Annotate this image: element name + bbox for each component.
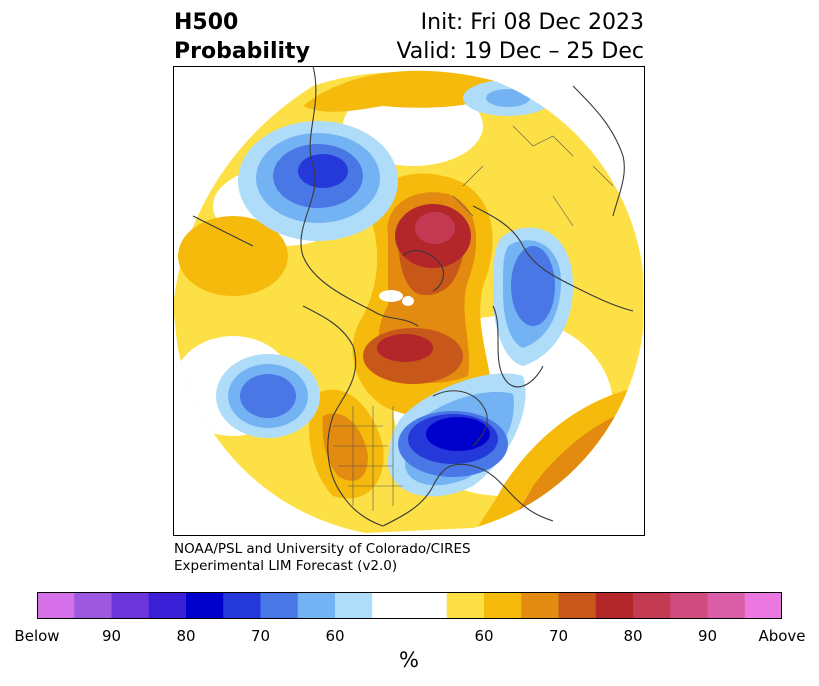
colorbar-segment bbox=[372, 592, 410, 619]
colorbar-segment bbox=[595, 592, 634, 619]
colorbar-segment bbox=[148, 592, 187, 619]
colorbar-tick-label: 80 bbox=[623, 627, 643, 645]
colorbar-segment bbox=[409, 592, 448, 619]
credit: NOAA/PSL and University of Colorado/CIRE… bbox=[174, 541, 471, 575]
border-layer bbox=[333, 125, 614, 511]
colorbar-segment bbox=[223, 592, 261, 619]
colorbar-segment bbox=[670, 592, 708, 619]
colorbar-segment bbox=[744, 592, 782, 619]
title-right: Init: Fri 08 Dec 2023 Valid: 19 Dec – 25… bbox=[396, 8, 644, 66]
colorbar-unit: % bbox=[399, 648, 419, 672]
colorbar-tick-label: Above bbox=[758, 627, 806, 645]
title-type: Probability bbox=[174, 39, 310, 64]
colorbar-segment bbox=[111, 592, 150, 619]
title-variable: H500 bbox=[174, 10, 239, 35]
credit-line-1: NOAA/PSL and University of Colorado/CIRE… bbox=[174, 541, 471, 557]
valid-range: Valid: 19 Dec – 25 Dec bbox=[396, 39, 644, 64]
init-date: Init: Fri 08 Dec 2023 bbox=[420, 10, 644, 35]
colorbar-segment bbox=[37, 592, 75, 619]
colorbar-segment bbox=[446, 592, 485, 619]
colorbar-tick-label: 60 bbox=[325, 627, 345, 645]
colorbar-segment bbox=[186, 592, 224, 619]
colorbar-segment bbox=[74, 592, 112, 619]
colorbar-segment bbox=[484, 592, 522, 619]
colorbar-segment bbox=[633, 592, 671, 619]
colorbar-border bbox=[37, 592, 782, 619]
colorbar-tick-label: 90 bbox=[697, 627, 718, 645]
colorbar-tick-label: 90 bbox=[101, 627, 122, 645]
colorbar-tick-label: 70 bbox=[250, 627, 271, 645]
colorbar-segment bbox=[558, 592, 597, 619]
colorbar-segment bbox=[521, 592, 559, 619]
colorbar-segment bbox=[707, 592, 746, 619]
colorbar bbox=[37, 592, 782, 619]
title-left: H500 Probability bbox=[174, 8, 310, 66]
colorbar-tick-label: Below bbox=[14, 627, 60, 645]
colorbar-segment bbox=[260, 592, 299, 619]
probability-map bbox=[173, 66, 645, 536]
colorbar-segment bbox=[297, 592, 336, 619]
colorbar-segment bbox=[335, 592, 373, 619]
credit-line-2: Experimental LIM Forecast (v2.0) bbox=[174, 558, 398, 574]
colorbar-tick-label: 80 bbox=[176, 627, 196, 645]
coastline-layer bbox=[192, 66, 634, 527]
colorbar-tick-label: 70 bbox=[548, 627, 569, 645]
colorbar-tick-label: 60 bbox=[474, 627, 494, 645]
